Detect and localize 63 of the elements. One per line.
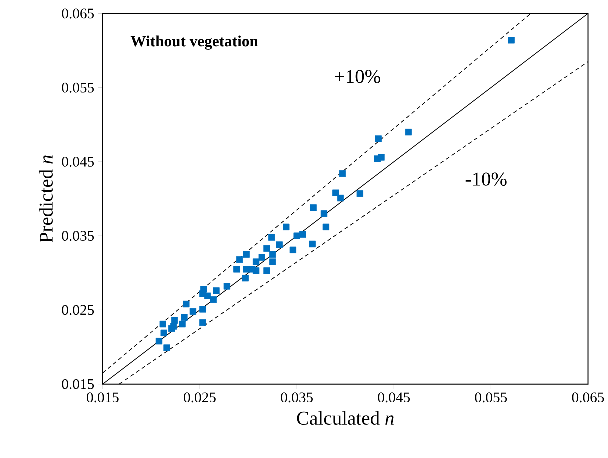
point <box>320 210 328 218</box>
point <box>249 266 256 273</box>
point <box>252 258 260 266</box>
annotation: -10% <box>466 172 507 186</box>
point <box>322 224 330 231</box>
y-tick-label: 0.055 <box>62 82 94 93</box>
text: Without vegetation <box>130 36 258 50</box>
point <box>300 231 306 238</box>
y-tick-label: 0.025 <box>62 305 94 316</box>
point <box>236 256 244 264</box>
point <box>268 234 276 241</box>
point <box>309 240 316 248</box>
x-tick-label: 0.065 <box>572 392 604 403</box>
point <box>264 268 270 274</box>
y-axis-title: Predicted n <box>39 156 53 243</box>
x-axis-title: Calculated n <box>297 411 394 426</box>
annotation: +10% <box>335 70 380 84</box>
point <box>508 37 515 44</box>
point <box>405 129 412 136</box>
point <box>243 251 250 258</box>
point <box>210 296 217 304</box>
point <box>276 242 283 248</box>
point <box>179 321 186 328</box>
point <box>213 288 220 294</box>
point <box>283 224 290 231</box>
point <box>160 330 168 337</box>
point <box>378 154 385 161</box>
y-tick-label: 0.045 <box>62 157 94 168</box>
point <box>310 204 317 212</box>
x-tick-label: 0.045 <box>378 392 410 403</box>
point <box>164 344 170 352</box>
point <box>339 170 346 178</box>
point <box>243 266 250 273</box>
point <box>290 246 297 254</box>
point <box>156 338 163 345</box>
point <box>181 314 188 322</box>
point <box>171 317 178 324</box>
point <box>269 251 276 258</box>
point <box>204 292 212 300</box>
x-tick-label: 0.025 <box>184 392 216 403</box>
point <box>224 283 231 290</box>
x-tick-label: 0.055 <box>475 392 508 403</box>
point <box>294 232 300 240</box>
y-tick-label: 0.065 <box>62 8 94 19</box>
x-tick-label: 0.015 <box>87 392 119 403</box>
point <box>160 321 166 328</box>
point <box>242 275 249 282</box>
y-tick-label: 0.015 <box>62 379 94 390</box>
point <box>200 320 206 326</box>
point <box>183 301 190 308</box>
point <box>337 195 344 202</box>
point <box>234 266 240 273</box>
point <box>264 245 270 252</box>
point <box>356 190 364 198</box>
point <box>258 254 266 261</box>
point <box>200 306 206 313</box>
x-tick-label: 0.035 <box>281 392 313 403</box>
point <box>269 258 276 266</box>
point <box>375 136 382 142</box>
point <box>168 325 176 332</box>
y-tick-label: 0.035 <box>62 231 94 242</box>
point <box>332 190 340 196</box>
point <box>190 308 197 316</box>
